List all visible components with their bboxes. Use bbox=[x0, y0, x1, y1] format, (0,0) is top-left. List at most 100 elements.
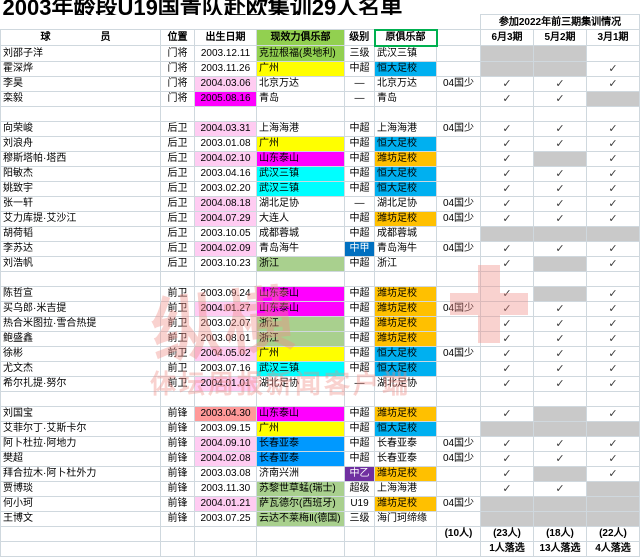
page-title: 2003年龄段U19国青队赴欧集训29人名单 bbox=[2, 0, 403, 15]
cell-player-name: 刘国宝 bbox=[0, 405, 161, 422]
cell-session-may: ✓ bbox=[533, 120, 587, 137]
spacer-row bbox=[0, 270, 640, 287]
cell-national-team bbox=[436, 330, 481, 347]
cell-session-may: ✓ bbox=[533, 195, 587, 212]
cell-session-march: ✓ bbox=[586, 450, 640, 467]
cell-position: 门将 bbox=[160, 45, 195, 62]
col-header-current-club: 现效力俱乐部 bbox=[256, 29, 345, 46]
spacer-cell bbox=[344, 105, 375, 122]
cell-current-club: 克拉根福(奥地利) bbox=[256, 45, 345, 62]
cell-player-name: 穆斯塔帕·塔西 bbox=[0, 150, 161, 167]
cell-level: 中超 bbox=[344, 450, 375, 467]
cell-player-name: 何小珂 bbox=[0, 495, 161, 512]
cell-position: 后卫 bbox=[160, 165, 195, 182]
cell-level: 中超 bbox=[344, 60, 375, 77]
cell-dob: 2003.04.16 bbox=[194, 165, 257, 182]
cell-player-name: 阳敏杰 bbox=[0, 165, 161, 182]
table-row: 艾菲尔丁·艾斯卡尔 前锋 2003.09.15 广州 中超 恒大足校 bbox=[0, 420, 640, 437]
cell-player-name: 鲍盛鑫 bbox=[0, 330, 161, 347]
cell-session-march: ✓ bbox=[586, 210, 640, 227]
cell-national-team: 04国少 bbox=[436, 450, 481, 467]
cell-session-june: ✓ bbox=[480, 180, 534, 197]
cell-original-club: 潍坊足校 bbox=[374, 150, 437, 167]
cell-session-may: ✓ bbox=[533, 480, 587, 497]
table-row: 陈哲宣 前卫 2003.09.24 山东泰山 中超 潍坊足校 ✓ ✓ bbox=[0, 285, 640, 302]
cell-session-may bbox=[533, 510, 587, 527]
cell-session-march: ✓ bbox=[586, 255, 640, 272]
cell-player-name: 艾菲尔丁·艾斯卡尔 bbox=[0, 420, 161, 437]
cell-session-may bbox=[533, 150, 587, 167]
cell-player-name: 徐彬 bbox=[0, 345, 161, 362]
cell-session-june: ✓ bbox=[480, 450, 534, 467]
spacer-cell bbox=[0, 270, 161, 287]
cell-current-club: 湖北足协 bbox=[256, 195, 345, 212]
table-row: 刘国宝 前锋 2003.04.30 山东泰山 中超 潍坊足校 ✓ ✓ bbox=[0, 405, 640, 422]
cell-position: 后卫 bbox=[160, 150, 195, 167]
cell-current-club: 广州 bbox=[256, 135, 345, 152]
cell-national-team bbox=[436, 405, 481, 422]
cell-national-team: 04国少 bbox=[436, 240, 481, 257]
cell-level: 中超 bbox=[344, 315, 375, 332]
cell-session-june: ✓ bbox=[480, 120, 534, 137]
cell-player-name: 陈哲宣 bbox=[0, 285, 161, 302]
cell-session-march: ✓ bbox=[586, 150, 640, 167]
cell-level: 三级 bbox=[344, 45, 375, 62]
cell-player-name: 刘邵子洋 bbox=[0, 45, 161, 62]
cell-session-march bbox=[586, 510, 640, 527]
cell-current-club: 萨瓦德尔(西班牙) bbox=[256, 495, 345, 512]
cell-session-march: ✓ bbox=[586, 345, 640, 362]
cell-position: 前卫 bbox=[160, 315, 195, 332]
cell-session-may bbox=[533, 255, 587, 272]
cell-position: 前锋 bbox=[160, 435, 195, 452]
cell-position: 后卫 bbox=[160, 240, 195, 257]
cell-player-name: 李昊 bbox=[0, 75, 161, 92]
cell-session-june bbox=[480, 225, 534, 242]
cell-level: 三级 bbox=[344, 510, 375, 527]
cell-national-team bbox=[436, 375, 481, 392]
cell-player-name: 霍深烨 bbox=[0, 60, 161, 77]
cell-position: 前卫 bbox=[160, 300, 195, 317]
cell-session-march: ✓ bbox=[586, 360, 640, 377]
title-row: 2003年龄段U19国青队赴欧集训29人名单 bbox=[1, 0, 640, 15]
cell-level: — bbox=[344, 90, 375, 107]
cell-session-march: ✓ bbox=[586, 300, 640, 317]
cell-dob: 2004.01.21 bbox=[194, 495, 257, 512]
cell-session-march: ✓ bbox=[586, 120, 640, 137]
summary-blank-cell bbox=[344, 525, 375, 542]
cell-session-march bbox=[586, 420, 640, 437]
cell-dob: 2004.03.06 bbox=[194, 75, 257, 92]
summary-blank-cell bbox=[256, 525, 345, 542]
cell-position: 前卫 bbox=[160, 345, 195, 362]
cell-dob: 2003.03.08 bbox=[194, 465, 257, 482]
cell-session-june bbox=[480, 420, 534, 437]
summary-blank-cell bbox=[436, 540, 481, 557]
cell-dob: 2003.11.30 bbox=[194, 480, 257, 497]
cell-session-may bbox=[533, 285, 587, 302]
spacer-cell bbox=[256, 390, 345, 407]
cell-current-club: 浙江 bbox=[256, 315, 345, 332]
cell-dob: 2004.02.08 bbox=[194, 450, 257, 467]
col-header-player: 球 员 bbox=[0, 29, 161, 46]
cell-player-name: 张一轩 bbox=[0, 195, 161, 212]
cell-current-club: 广州 bbox=[256, 60, 345, 77]
spacer-cell bbox=[533, 390, 587, 407]
table-row: 徐彬 前卫 2004.05.02 广州 中超 恒大足校 04国少 ✓ ✓ ✓ bbox=[0, 345, 640, 362]
cell-session-june bbox=[480, 495, 534, 512]
cell-level: — bbox=[344, 75, 375, 92]
summary-dropped-row: 1人落选 13人落选 4人落选 bbox=[0, 540, 640, 557]
cell-level: 中超 bbox=[344, 210, 375, 227]
table-row: 刘浩帆 后卫 2003.10.23 浙江 中超 浙江 ✓ ✓ bbox=[0, 255, 640, 272]
cell-current-club: 武汉三镇 bbox=[256, 165, 345, 182]
table-row: 艾力库提·艾沙江 后卫 2004.07.29 大连人 中超 潍坊足校 04国少 ✓ ✓ ✓ bbox=[0, 210, 640, 227]
spacer-cell bbox=[194, 270, 257, 287]
cell-original-club: 武汉三镇 bbox=[374, 45, 437, 62]
cell-level: 中超 bbox=[344, 360, 375, 377]
cell-original-club: 青岛海牛 bbox=[374, 240, 437, 257]
summary-blank-cell bbox=[0, 525, 161, 542]
cell-original-club: 潍坊足校 bbox=[374, 495, 437, 512]
table-row: 穆斯塔帕·塔西 后卫 2004.02.10 山东泰山 中超 潍坊足校 ✓ ✓ bbox=[0, 150, 640, 167]
table-row: 刘邵子洋 门将 2003.12.11 克拉根福(奥地利) 三级 武汉三镇 bbox=[0, 45, 640, 62]
cell-national-team: 04国少 bbox=[436, 75, 481, 92]
cell-session-june: ✓ bbox=[480, 165, 534, 182]
spacer-cell bbox=[533, 270, 587, 287]
